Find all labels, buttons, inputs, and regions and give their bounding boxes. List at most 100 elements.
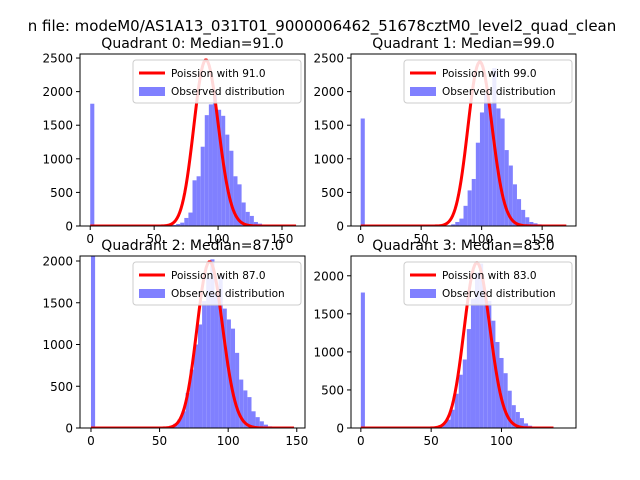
histogram-bar bbox=[206, 277, 211, 428]
histogram-bar bbox=[491, 320, 496, 428]
y-tick-label: 1500 bbox=[313, 119, 344, 133]
histogram-bar bbox=[212, 91, 218, 226]
histogram-bar bbox=[529, 221, 534, 226]
histogram-bar bbox=[455, 221, 460, 226]
histogram-bar bbox=[467, 190, 472, 226]
histogram-bar bbox=[500, 118, 505, 226]
histogram-bar bbox=[185, 392, 190, 428]
histogram-bar bbox=[259, 421, 264, 428]
histogram-bar bbox=[446, 419, 451, 428]
histogram-bar bbox=[523, 423, 529, 428]
y-tick-label: 500 bbox=[321, 383, 344, 397]
legend-observed-label: Observed distribution bbox=[171, 86, 285, 98]
histogram-bar bbox=[508, 165, 513, 226]
histogram-bar bbox=[208, 104, 213, 226]
histogram-bar bbox=[458, 374, 463, 428]
histogram-bar bbox=[202, 301, 207, 428]
x-tick-label: 100 bbox=[207, 232, 230, 246]
x-tick-label: 0 bbox=[87, 434, 95, 448]
histogram-bar bbox=[239, 379, 244, 428]
histogram-bar bbox=[463, 205, 468, 226]
histogram-bar bbox=[511, 405, 516, 428]
legend-poisson-label: Poission with 99.0 bbox=[442, 68, 537, 80]
y-tick-label: 1000 bbox=[313, 345, 344, 359]
y-tick-label: 2500 bbox=[42, 52, 73, 66]
quadrant-1-title: Quadrant 1: Median=99.0 bbox=[372, 36, 554, 52]
histogram-bar bbox=[241, 202, 246, 226]
legend-box bbox=[403, 59, 573, 104]
histogram-bar bbox=[229, 150, 234, 226]
histogram-bar bbox=[192, 180, 197, 226]
y-tick-label: 1000 bbox=[42, 338, 73, 352]
histogram-bar bbox=[475, 142, 480, 226]
histogram-bar bbox=[230, 328, 236, 428]
legend-observed-swatch bbox=[139, 87, 165, 96]
x-tick-label: 100 bbox=[217, 434, 240, 448]
histogram-bar bbox=[450, 409, 455, 428]
y-tick-label: 500 bbox=[50, 380, 73, 394]
histogram-bar bbox=[462, 359, 467, 428]
histogram-bar bbox=[243, 390, 248, 428]
histogram-bar bbox=[470, 298, 476, 428]
legend-box bbox=[403, 261, 573, 306]
histogram-bar bbox=[217, 109, 222, 226]
histogram-bar bbox=[263, 424, 268, 428]
legend-observed-swatch bbox=[410, 289, 436, 298]
histogram-bar bbox=[210, 259, 215, 428]
histogram-bar bbox=[188, 212, 193, 226]
histogram-bar bbox=[471, 178, 476, 226]
x-tick-label: 50 bbox=[152, 434, 167, 448]
legend-observed-swatch bbox=[139, 289, 165, 298]
x-tick-label: 150 bbox=[285, 434, 308, 448]
y-tick-label: 2500 bbox=[313, 52, 344, 66]
histogram-bar bbox=[484, 93, 489, 226]
x-tick-label: 0 bbox=[357, 232, 365, 246]
axes-frame bbox=[79, 255, 306, 429]
y-tick-label: 1000 bbox=[313, 152, 344, 166]
histogram-bar bbox=[172, 224, 177, 226]
y-tick-label: 1000 bbox=[42, 152, 73, 166]
histogram-bar bbox=[176, 223, 181, 226]
quadrant-0-title: Quadrant 0: Median=91.0 bbox=[101, 36, 283, 52]
histogram-bar bbox=[454, 393, 459, 428]
histogram-bar bbox=[245, 211, 250, 226]
histogram-bar bbox=[507, 390, 512, 428]
histogram-bar bbox=[214, 293, 219, 428]
x-tick-label: 100 bbox=[470, 232, 493, 246]
histogram-bar bbox=[177, 419, 182, 428]
x-tick-label: 50 bbox=[414, 232, 429, 246]
histogram-bar bbox=[90, 256, 96, 428]
x-tick-label: 150 bbox=[531, 232, 554, 246]
histogram-bar bbox=[253, 221, 258, 226]
legend-observed-label: Observed distribution bbox=[442, 288, 556, 300]
plot-area bbox=[360, 261, 554, 428]
histogram-bar bbox=[504, 150, 509, 226]
legend-box bbox=[132, 261, 302, 306]
legend-poisson-label: Poission with 91.0 bbox=[171, 68, 266, 80]
legend-box bbox=[132, 59, 302, 104]
y-tick-label: 0 bbox=[65, 422, 73, 436]
x-tick-label: 100 bbox=[490, 434, 513, 448]
histogram-bar bbox=[475, 272, 480, 428]
histogram-bar bbox=[180, 222, 185, 226]
histogram-bar bbox=[247, 397, 252, 428]
histogram-bar bbox=[189, 369, 194, 428]
quadrant-1-chart: Quadrant 1: Median=99.00 50 100 15005001000… bbox=[313, 36, 577, 246]
y-tick-label: 500 bbox=[321, 186, 344, 200]
axes-frame bbox=[79, 53, 306, 227]
x-tick-label: 50 bbox=[424, 434, 439, 448]
y-tick-label: 0 bbox=[336, 220, 344, 234]
histogram-bar bbox=[90, 103, 95, 226]
y-tick-label: 2000 bbox=[42, 255, 73, 269]
histogram-bar bbox=[483, 290, 488, 428]
histogram-bar bbox=[521, 209, 526, 226]
x-tick-label: 150 bbox=[271, 232, 294, 246]
histogram-bar bbox=[459, 218, 464, 226]
y-tick-label: 1500 bbox=[313, 307, 344, 321]
x-tick-label: 0 bbox=[86, 232, 94, 246]
y-tick-label: 1500 bbox=[42, 296, 73, 310]
x-tick-label: 50 bbox=[147, 232, 162, 246]
quadrant-3-title: Quadrant 3: Median=83.0 bbox=[372, 238, 554, 254]
quadrant-0-chart: Quadrant 0: Median=91.00 50 100 15005001000… bbox=[42, 36, 306, 246]
histogram-bar bbox=[235, 352, 240, 428]
